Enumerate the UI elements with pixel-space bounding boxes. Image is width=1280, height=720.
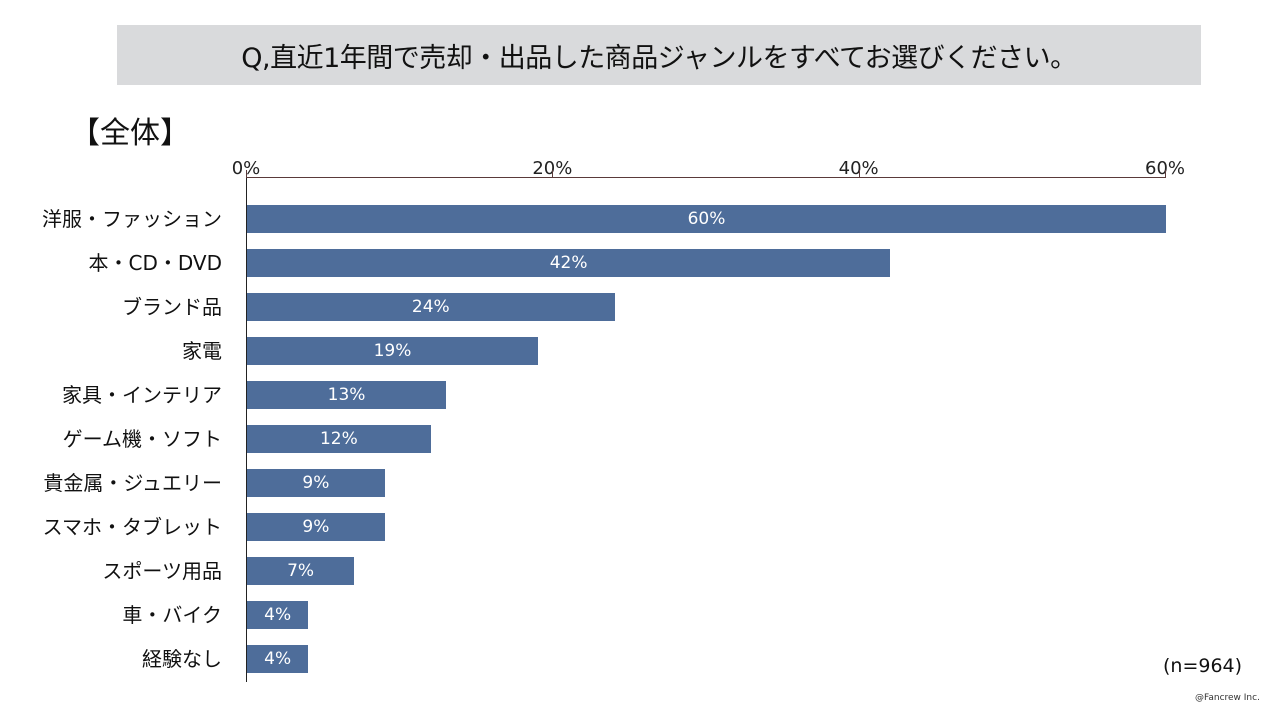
bar-value-label: 9% bbox=[302, 517, 330, 537]
bar bbox=[247, 425, 431, 453]
category-label: 本・CD・DVD bbox=[88, 251, 223, 275]
bar bbox=[247, 513, 385, 541]
bar-value-label: 4% bbox=[264, 605, 292, 625]
category-label: 家具・インテリア bbox=[62, 383, 222, 407]
question-title-box: Q,直近1年間で売却・出品した商品ジャンルをすべてお選びください。 bbox=[117, 25, 1201, 85]
y-axis-line bbox=[246, 177, 247, 682]
category-label: ゲーム機・ソフト bbox=[62, 427, 222, 451]
category-label: スポーツ用品 bbox=[102, 559, 222, 583]
bar bbox=[247, 601, 309, 629]
category-label: ブランド品 bbox=[122, 295, 222, 319]
bar-value-label: 19% bbox=[373, 341, 412, 361]
x-tick-mark bbox=[246, 170, 247, 178]
copyright-credit: @Fancrew Inc. bbox=[1195, 693, 1260, 703]
bar bbox=[247, 645, 309, 673]
bar-value-label: 9% bbox=[302, 473, 330, 493]
x-tick-label: 60% bbox=[1144, 158, 1186, 179]
section-label: 【全体】 bbox=[70, 116, 190, 151]
bar-value-label: 42% bbox=[549, 253, 588, 273]
bar-value-label: 60% bbox=[687, 209, 726, 229]
category-label: 経験なし bbox=[142, 647, 222, 671]
bar-value-label: 12% bbox=[319, 429, 358, 449]
category-label: 家電 bbox=[182, 339, 222, 363]
question-title: Q,直近1年間で売却・出品した商品ジャンルをすべてお選びください。 bbox=[241, 42, 1077, 74]
x-tick-label: 20% bbox=[532, 158, 573, 179]
x-tick-mark bbox=[552, 170, 554, 178]
bar-value-label: 13% bbox=[327, 385, 366, 405]
category-label: スマホ・タブレット bbox=[42, 515, 222, 539]
sample-size-label: (n=964) bbox=[1163, 655, 1243, 677]
x-tick-label: 0% bbox=[231, 158, 261, 179]
x-tick-mark bbox=[858, 170, 860, 178]
bar bbox=[247, 469, 385, 497]
bar bbox=[247, 205, 1166, 233]
category-label: 車・バイク bbox=[122, 603, 222, 627]
bar bbox=[247, 557, 355, 585]
category-label: 貴金属・ジュエリー bbox=[43, 471, 222, 495]
bar bbox=[247, 293, 615, 321]
bar bbox=[247, 337, 539, 365]
bar bbox=[247, 381, 447, 409]
bar-value-label: 7% bbox=[287, 561, 315, 581]
bar-value-label: 24% bbox=[411, 297, 450, 317]
x-axis-line bbox=[246, 177, 1165, 178]
x-tick-mark bbox=[1165, 170, 1166, 178]
category-label: 洋服・ファッション bbox=[42, 207, 222, 231]
x-tick-label: 40% bbox=[838, 158, 879, 179]
bar bbox=[247, 249, 891, 277]
bar-value-label: 4% bbox=[264, 649, 292, 669]
